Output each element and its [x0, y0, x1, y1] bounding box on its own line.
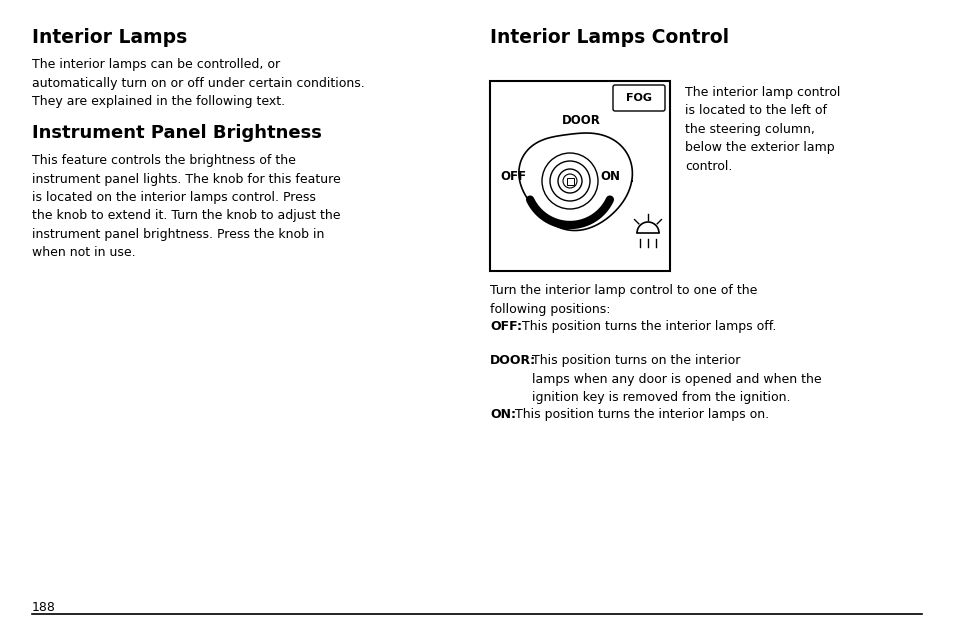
Text: DOOR: DOOR	[561, 114, 600, 127]
FancyBboxPatch shape	[566, 177, 573, 184]
Text: ON: ON	[599, 170, 619, 184]
Text: The interior lamp control
is located to the left of
the steering column,
below t: The interior lamp control is located to …	[684, 86, 840, 173]
Text: This feature controls the brightness of the
instrument panel lights. The knob fo: This feature controls the brightness of …	[32, 154, 340, 259]
Text: Interior Lamps Control: Interior Lamps Control	[490, 28, 728, 47]
Text: The interior lamps can be controlled, or
automatically turn on or off under cert: The interior lamps can be controlled, or…	[32, 58, 364, 108]
Text: Instrument Panel Brightness: Instrument Panel Brightness	[32, 124, 321, 142]
Bar	[490, 81, 669, 271]
Text: ON:: ON:	[490, 408, 516, 421]
Text: Turn the interior lamp control to one of the
following positions:: Turn the interior lamp control to one of…	[490, 284, 757, 315]
Text: This position turns the interior lamps on.: This position turns the interior lamps o…	[515, 408, 768, 421]
Text: Interior Lamps: Interior Lamps	[32, 28, 187, 47]
Text: OFF:: OFF:	[490, 320, 521, 333]
Text: This position turns the interior lamps off.: This position turns the interior lamps o…	[521, 320, 776, 333]
FancyBboxPatch shape	[613, 85, 664, 111]
Text: FOG: FOG	[625, 93, 651, 103]
Circle shape	[562, 174, 577, 188]
Text: 188: 188	[32, 601, 56, 614]
Text: This position turns on the interior
lamps when any door is opened and when the
i: This position turns on the interior lamp…	[532, 354, 821, 404]
Text: OFF: OFF	[499, 170, 525, 184]
Text: DOOR:: DOOR:	[490, 354, 536, 367]
